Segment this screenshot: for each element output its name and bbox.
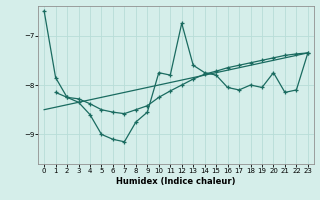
X-axis label: Humidex (Indice chaleur): Humidex (Indice chaleur) xyxy=(116,177,236,186)
